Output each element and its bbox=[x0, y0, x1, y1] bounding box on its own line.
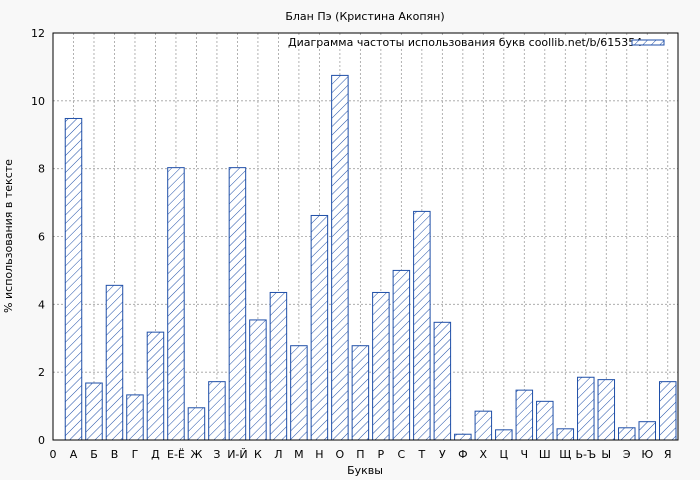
bar bbox=[413, 210, 431, 441]
x-tick-label: Е-Ё bbox=[167, 448, 185, 461]
bar bbox=[495, 429, 513, 441]
x-tick-label: Ф bbox=[458, 448, 467, 461]
bar bbox=[228, 167, 247, 441]
x-tick-label: О bbox=[336, 448, 345, 461]
x-tick-label: С bbox=[398, 448, 406, 461]
y-tick-label: 4 bbox=[38, 298, 45, 311]
x-tick-labels: 0 А Б В Г Д Е-Ё Ж З И-Й К Л М Н О П Р С Т У Ф Х Ц Ч Ш Щ Ь-Ъ Ы Э Ю Я bbox=[50, 448, 672, 461]
x-tick-label: Т bbox=[417, 448, 425, 461]
x-tick-label: Д bbox=[151, 448, 160, 461]
bar bbox=[64, 117, 83, 441]
x-tick-label: Я bbox=[664, 448, 672, 461]
y-tick-label: 12 bbox=[31, 27, 45, 40]
bar bbox=[474, 410, 493, 441]
bar bbox=[105, 284, 124, 441]
y-tick-labels: 0 2 4 6 8 10 12 bbox=[31, 27, 45, 447]
y-tick-label: 0 bbox=[38, 434, 45, 447]
bar bbox=[659, 381, 677, 441]
chart-title: Блан Пэ (Кристина Акопян) bbox=[285, 10, 444, 23]
bar bbox=[577, 376, 595, 441]
x-tick-label: М bbox=[294, 448, 304, 461]
bar bbox=[638, 421, 657, 441]
x-axis-label: Буквы bbox=[347, 464, 383, 477]
bar bbox=[310, 214, 329, 441]
x-tick-label: Э bbox=[623, 448, 631, 461]
y-tick-label: 10 bbox=[31, 95, 45, 108]
bar bbox=[249, 319, 267, 441]
bar bbox=[597, 379, 616, 441]
x-tick-label: В bbox=[111, 448, 119, 461]
y-tick-label: 6 bbox=[38, 231, 45, 244]
bar bbox=[208, 381, 226, 441]
legend: Диаграмма частоты использования букв coo… bbox=[282, 35, 672, 49]
bar bbox=[372, 291, 390, 441]
plot-frame bbox=[52, 32, 679, 441]
bar bbox=[269, 291, 288, 441]
bar bbox=[454, 433, 472, 441]
bar bbox=[618, 427, 636, 441]
x-tick-label: Ш bbox=[539, 448, 551, 461]
x-tick-label: П bbox=[356, 448, 364, 461]
bar bbox=[331, 74, 349, 441]
legend-entry-label: Диаграмма частоты использования букв coo… bbox=[288, 36, 642, 49]
x-tick-label: З bbox=[213, 448, 220, 461]
y-tick-label: 8 bbox=[38, 163, 45, 176]
x-tick-label: 0 bbox=[50, 448, 57, 461]
x-tick-label: К bbox=[254, 448, 262, 461]
x-tick-label: И-Й bbox=[227, 448, 247, 461]
bar bbox=[392, 269, 411, 441]
x-tick-label: Ч bbox=[521, 448, 529, 461]
bar bbox=[515, 389, 534, 441]
y-tick-label: 2 bbox=[38, 366, 45, 379]
bar bbox=[126, 394, 144, 441]
x-tick-label: Н bbox=[315, 448, 323, 461]
x-tick-label: У bbox=[439, 448, 446, 461]
legend-background bbox=[282, 35, 672, 49]
x-tick-label: Х bbox=[480, 448, 488, 461]
bar bbox=[167, 167, 185, 441]
bar bbox=[187, 407, 206, 441]
bar bbox=[433, 321, 452, 441]
bar bbox=[85, 382, 103, 441]
x-tick-label: Г bbox=[132, 448, 139, 461]
x-tick-label: Ь-Ъ bbox=[575, 448, 596, 461]
x-tick-label: А bbox=[70, 448, 78, 461]
x-tick-label: Р bbox=[378, 448, 385, 461]
x-tick-label: Ю bbox=[641, 448, 653, 461]
x-tick-label: Б bbox=[90, 448, 98, 461]
x-tick-label: Щ bbox=[559, 448, 571, 461]
bar bbox=[290, 345, 308, 441]
bar bbox=[146, 331, 165, 441]
legend-swatch bbox=[631, 39, 665, 46]
x-tick-label: Ж bbox=[191, 448, 203, 461]
bar bbox=[556, 428, 575, 441]
x-tick-label: Ы bbox=[601, 448, 611, 461]
x-tick-label: Л bbox=[274, 448, 282, 461]
x-tick-label: Ц bbox=[500, 448, 509, 461]
y-axis-label: % использования в тексте bbox=[2, 159, 15, 313]
bar bbox=[536, 400, 554, 441]
bar bbox=[351, 345, 370, 441]
